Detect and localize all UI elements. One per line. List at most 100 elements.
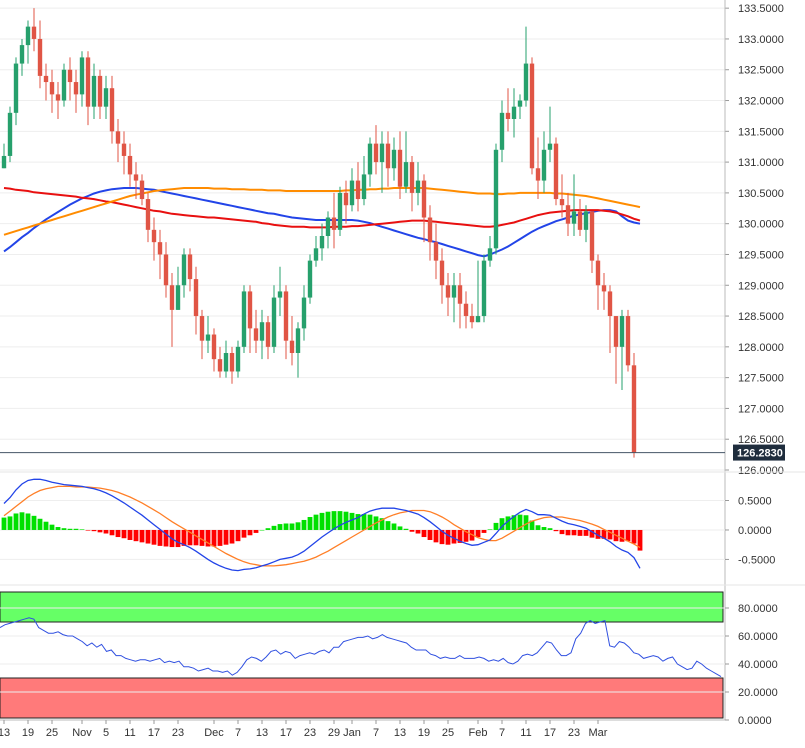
price-tick-label: 128.0000	[738, 342, 784, 354]
candle-body	[325, 217, 331, 236]
candle-body	[247, 291, 253, 329]
candle-body	[121, 143, 127, 156]
macd-histogram-bar	[445, 529, 451, 545]
macd-histogram-bar	[283, 523, 289, 530]
candle-body	[409, 162, 415, 193]
macd-histogram-bar	[529, 520, 535, 530]
date-tick-label: 29	[328, 727, 340, 739]
macd-histogram-bar	[379, 518, 385, 530]
macd-tick-label: 0.0000	[738, 525, 772, 537]
candle-body	[13, 63, 19, 113]
candle-body	[601, 285, 607, 292]
macd-histogram-bar	[427, 529, 433, 540]
candle-body	[397, 149, 403, 187]
macd-histogram-bar	[43, 521, 49, 530]
macd-histogram-bar	[181, 529, 187, 546]
candle-body	[517, 100, 523, 107]
price-tick-label: 130.0000	[738, 219, 784, 231]
macd-histogram-bar	[367, 514, 373, 530]
candle-body	[145, 199, 151, 230]
macd-histogram-bar	[229, 529, 235, 544]
macd-histogram-bar	[325, 511, 331, 530]
macd-histogram-bar	[127, 529, 133, 540]
price-tick-label: 133.0000	[738, 34, 784, 46]
candle-body	[61, 69, 67, 101]
date-tick-label: 5	[103, 727, 109, 739]
candle-body	[391, 149, 397, 169]
date-tick-label: Mar	[589, 727, 608, 739]
date-tick-label: 13	[0, 727, 10, 739]
current-price-label: 126.2830	[737, 448, 783, 460]
date-tick-label: 13	[394, 727, 406, 739]
candle-body	[133, 174, 139, 181]
date-tick-label: 25	[442, 727, 454, 739]
macd-axis: 0.5000 0.0000 -0.5000	[725, 496, 775, 566]
macd-histogram-bar	[583, 529, 589, 536]
macd-histogram-bar	[253, 529, 259, 533]
candle-body	[259, 322, 265, 341]
macd-histogram-bar	[103, 529, 109, 534]
macd-histogram-bar	[601, 529, 607, 539]
price-gridlines	[0, 7, 725, 471]
candle-body	[157, 242, 163, 255]
candle-body	[199, 316, 205, 341]
candle-body	[475, 316, 481, 323]
macd-tick-label: -0.5000	[738, 554, 775, 566]
candle-body	[553, 143, 559, 200]
candle-body	[55, 94, 61, 101]
candle-body	[541, 149, 547, 181]
macd-histogram-bar	[67, 528, 73, 530]
candle-body	[469, 316, 475, 323]
macd-tick-label: 0.5000	[738, 496, 772, 508]
macd-histogram-bar	[139, 529, 145, 543]
candle-body	[85, 57, 91, 107]
macd-histogram-bar	[307, 517, 313, 530]
macd-histogram-bar	[247, 529, 253, 536]
macd-histogram-bar	[235, 529, 241, 542]
macd-histogram-bar	[397, 526, 403, 530]
moving-average-line	[3, 187, 641, 229]
candlesticks	[1, 8, 637, 458]
candle-body	[7, 112, 13, 156]
candle-body	[595, 260, 601, 286]
rsi-line-group	[0, 617, 722, 678]
macd-histogram-bar	[193, 529, 199, 546]
candle-body	[535, 168, 541, 181]
date-tick-label: 7	[235, 727, 241, 739]
macd-histogram-bar	[535, 525, 541, 530]
macd-histogram-bar	[595, 529, 601, 539]
candle-body	[421, 180, 427, 218]
macd-histogram-bar	[163, 529, 169, 547]
candle-body	[613, 316, 619, 347]
macd-histogram-bar	[619, 529, 625, 542]
candle-body	[79, 57, 85, 95]
candle-body	[577, 211, 583, 230]
macd-histogram-bar	[517, 514, 523, 530]
macd-histogram-bar	[505, 516, 511, 530]
macd-histogram-bar	[637, 529, 643, 551]
candle-body	[523, 63, 529, 101]
macd-histogram-bar	[439, 529, 445, 545]
macd-histogram-bar	[403, 528, 409, 530]
candle-body	[181, 254, 187, 286]
candle-body	[307, 260, 313, 298]
candle-body	[361, 174, 367, 200]
candle-body	[385, 143, 391, 169]
macd-histogram-bar	[337, 511, 343, 530]
date-tick-label: 11	[520, 727, 531, 739]
candle-body	[607, 291, 613, 317]
rsi-tick-label: 80.0000	[738, 603, 778, 615]
date-axis: 13 19 25 Nov 5 11 17 23 Dec 7 13 17 23 29 Jan 7 13 19 25 Fe…	[0, 719, 725, 739]
macd-histogram-bar	[385, 521, 391, 530]
macd-histogram-bar	[541, 527, 547, 530]
date-tick-label: Nov	[72, 727, 92, 739]
date-tick-label: 17	[148, 727, 160, 739]
macd-histogram-bar	[511, 515, 517, 530]
macd-histogram-bar	[259, 529, 265, 531]
candle-body	[565, 205, 571, 224]
price-tick-label: 129.0000	[738, 280, 784, 292]
macd-histogram-bar	[301, 519, 307, 530]
candle-body	[529, 63, 535, 169]
macd-histogram-bar	[499, 518, 505, 530]
